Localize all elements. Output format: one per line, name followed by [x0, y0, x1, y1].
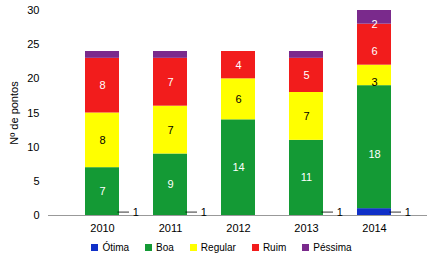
svg-text:7: 7: [99, 185, 105, 197]
svg-text:1: 1: [201, 206, 207, 218]
svg-text:2: 2: [371, 18, 377, 30]
svg-text:7: 7: [167, 124, 173, 136]
svg-text:2012: 2012: [226, 222, 250, 234]
svg-text:2013: 2013: [294, 222, 318, 234]
svg-text:6: 6: [371, 45, 377, 57]
html-text:Boa: Boa: [156, 241, 174, 253]
svg-text:0: 0: [33, 209, 39, 221]
svg-text:14: 14: [232, 161, 244, 173]
svg-text:2010: 2010: [90, 222, 114, 234]
svg-text:11: 11: [301, 171, 312, 183]
svg-text:9: 9: [167, 178, 173, 190]
svg-text:3: 3: [371, 76, 377, 88]
svg-text:6: 6: [235, 93, 241, 105]
svg-text:8: 8: [99, 79, 105, 91]
html-text:Regular: Regular: [200, 241, 236, 253]
svg-text:2011: 2011: [159, 222, 183, 234]
svg-text:7: 7: [167, 76, 173, 88]
svg-text:20: 20: [27, 72, 39, 84]
svg-text:30: 30: [27, 4, 39, 16]
svg-text:2014: 2014: [362, 222, 386, 234]
svg-text:4: 4: [235, 59, 241, 71]
svg-text:10: 10: [27, 141, 39, 153]
html-text:Péssima: Péssima: [313, 241, 352, 253]
html-text:Ruim: Ruim: [262, 241, 287, 253]
svg-text:7: 7: [303, 110, 309, 122]
svg-text:5: 5: [303, 69, 309, 81]
svg-text:5: 5: [33, 175, 39, 187]
svg-text:1: 1: [337, 206, 343, 218]
svg-text:25: 25: [27, 38, 39, 50]
svg-text:Nº de pontos: Nº de pontos: [8, 81, 20, 145]
svg-text:18: 18: [368, 148, 380, 160]
svg-text:1: 1: [405, 206, 411, 218]
svg-text:1: 1: [133, 206, 139, 218]
svg-text:15: 15: [27, 107, 39, 119]
svg-text:8: 8: [99, 134, 105, 146]
html-text:Ótima: Ótima: [102, 241, 130, 253]
